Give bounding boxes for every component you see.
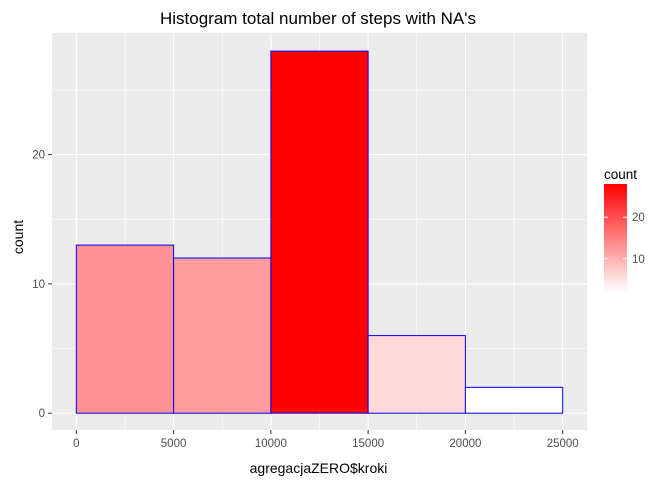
x-tick-label: 5000 — [161, 438, 187, 450]
y-axis-title: count — [10, 220, 26, 254]
y-tick-label: 10 — [32, 279, 45, 291]
histogram-bar — [173, 257, 272, 414]
x-axis-title: agregacjaZERO$kroki — [250, 460, 388, 476]
legend-tick-label: 20 — [632, 212, 645, 224]
x-tick-label: 25000 — [547, 438, 579, 450]
x-tick-label: 15000 — [352, 438, 384, 450]
x-tick-label: 10000 — [255, 438, 287, 450]
legend-ticks: 10 20 — [604, 212, 645, 266]
chart-title: Histogram total number of steps with NA'… — [160, 9, 476, 28]
histogram-bar — [464, 386, 564, 414]
x-axis: 0 5000 10000 15000 20000 25000 — [73, 430, 579, 450]
histogram-bar — [270, 50, 369, 414]
legend-tick-label: 10 — [632, 254, 645, 266]
y-tick-label: 20 — [32, 150, 45, 162]
legend: count 10 20 — [604, 167, 645, 292]
x-tick-label: 20000 — [449, 438, 481, 450]
histogram-bars — [75, 50, 564, 414]
legend-title: count — [604, 167, 637, 182]
histogram-bar — [75, 244, 175, 414]
legend-colorbar — [604, 184, 627, 292]
y-tick-label: 0 — [39, 408, 45, 420]
histogram-bar — [367, 335, 466, 414]
x-tick-label: 0 — [73, 438, 79, 450]
y-axis: 0 10 20 — [32, 150, 52, 420]
